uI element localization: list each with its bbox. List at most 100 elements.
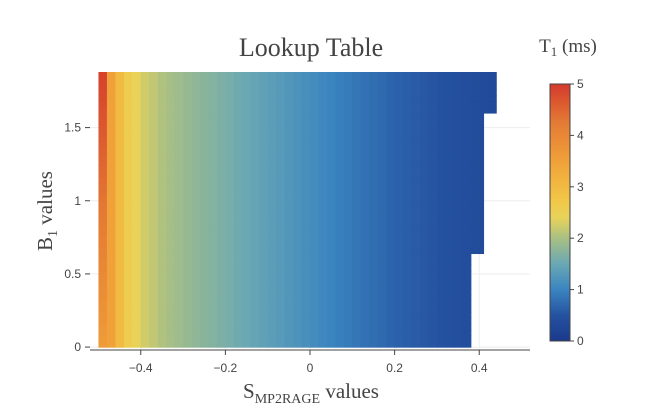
heatmap-cell	[166, 118, 176, 126]
heatmap-cell	[123, 89, 133, 97]
heatmap-cell	[174, 130, 184, 137]
heatmap-cell	[149, 77, 159, 85]
heatmap-cell	[233, 177, 243, 184]
heatmap-cell	[369, 317, 379, 325]
heatmap-cell	[242, 300, 252, 307]
heatmap-cell	[462, 130, 472, 137]
heatmap-cell	[301, 148, 311, 155]
heatmap-cell	[216, 317, 226, 325]
heatmap-cell	[386, 148, 396, 155]
heatmap-cell	[174, 136, 184, 143]
heatmap-cell	[183, 189, 193, 196]
heatmap-cell	[284, 130, 294, 137]
heatmap-cell	[403, 276, 413, 284]
heatmap-cell	[98, 159, 108, 167]
heatmap-cell	[276, 294, 286, 301]
heatmap-cell	[174, 183, 184, 190]
heatmap-cell	[428, 323, 438, 331]
heatmap-cell	[453, 107, 463, 114]
heatmap-cell	[242, 177, 252, 184]
heatmap-cell	[157, 171, 167, 178]
heatmap-cell	[479, 165, 485, 173]
heatmap-cell	[284, 101, 294, 108]
heatmap-cell	[174, 253, 184, 260]
heatmap-cell	[326, 95, 336, 102]
heatmap-cell	[98, 142, 108, 149]
heatmap-cell	[352, 112, 362, 120]
heatmap-cell	[208, 72, 218, 79]
heatmap-cell	[403, 101, 413, 108]
heatmap-cell	[225, 235, 235, 243]
heatmap-cell	[462, 259, 472, 266]
heatmap-cell	[487, 72, 497, 79]
heatmap-cell	[403, 177, 413, 184]
heatmap-cell	[377, 241, 387, 249]
heatmap-cell	[445, 130, 455, 137]
heatmap-cell	[166, 148, 176, 155]
heatmap-cell	[106, 218, 116, 225]
heatmap-cell	[462, 300, 472, 307]
heatmap-cell	[174, 200, 184, 208]
heatmap-cell	[115, 148, 125, 155]
heatmap-cell	[394, 136, 404, 143]
heatmap-cell	[149, 177, 159, 184]
heatmap-cell	[276, 159, 286, 167]
heatmap-cell	[462, 194, 472, 202]
heatmap-cell	[225, 265, 235, 272]
heatmap-cell	[208, 130, 218, 137]
heatmap-cell	[343, 77, 353, 85]
heatmap-cell	[225, 317, 235, 325]
heatmap-cell	[428, 235, 438, 243]
heatmap-cell	[106, 329, 116, 336]
heatmap-cell	[149, 148, 159, 155]
heatmap-cell	[310, 294, 320, 301]
heatmap-cell	[403, 270, 413, 278]
heatmap-cell	[225, 200, 235, 208]
heatmap-cell	[250, 218, 260, 225]
heatmap-cell	[284, 317, 294, 325]
heatmap-cell	[377, 270, 387, 278]
heatmap-cell	[293, 112, 303, 120]
heatmap-cell	[411, 124, 421, 132]
heatmap-cell	[411, 270, 421, 278]
heatmap-cell	[428, 142, 438, 149]
heatmap-cell	[250, 276, 260, 284]
heatmap-cell	[479, 212, 485, 219]
heatmap-cell	[386, 142, 396, 149]
heatmap-cell	[233, 259, 243, 266]
heatmap-cell	[149, 276, 159, 284]
heatmap-cell	[225, 153, 235, 161]
heatmap-cell	[233, 189, 243, 196]
heatmap-cell	[123, 112, 133, 120]
heatmap-cell	[208, 235, 218, 243]
heatmap-cell	[377, 253, 387, 260]
heatmap-cell	[123, 189, 133, 196]
heatmap-cell	[242, 72, 252, 79]
heatmap-cell	[293, 194, 303, 202]
heatmap-cell	[123, 206, 133, 214]
heatmap-cell	[216, 194, 226, 202]
x-tick-label: −0.4	[129, 361, 153, 375]
heatmap-cell	[242, 323, 252, 331]
heatmap-cell	[267, 300, 277, 307]
heatmap-cell	[123, 265, 133, 272]
heatmap-cell	[166, 212, 176, 219]
heatmap-cell	[267, 282, 277, 290]
heatmap-cell	[208, 323, 218, 331]
heatmap-cell	[487, 95, 497, 102]
heatmap-cell	[259, 241, 269, 249]
heatmap-cell	[326, 107, 336, 114]
heatmap-cell	[369, 235, 379, 243]
heatmap-cell	[386, 72, 396, 79]
heatmap-cell	[445, 306, 455, 313]
heatmap-cell	[115, 294, 125, 301]
heatmap-cell	[335, 77, 345, 85]
heatmap-cell	[284, 206, 294, 214]
heatmap-cell	[369, 130, 379, 137]
heatmap-cell	[479, 241, 485, 249]
heatmap-cell	[191, 300, 201, 307]
heatmap-cell	[115, 212, 125, 219]
heatmap-cell	[191, 317, 201, 325]
heatmap-cell	[343, 294, 353, 301]
heatmap-cell	[174, 159, 184, 167]
